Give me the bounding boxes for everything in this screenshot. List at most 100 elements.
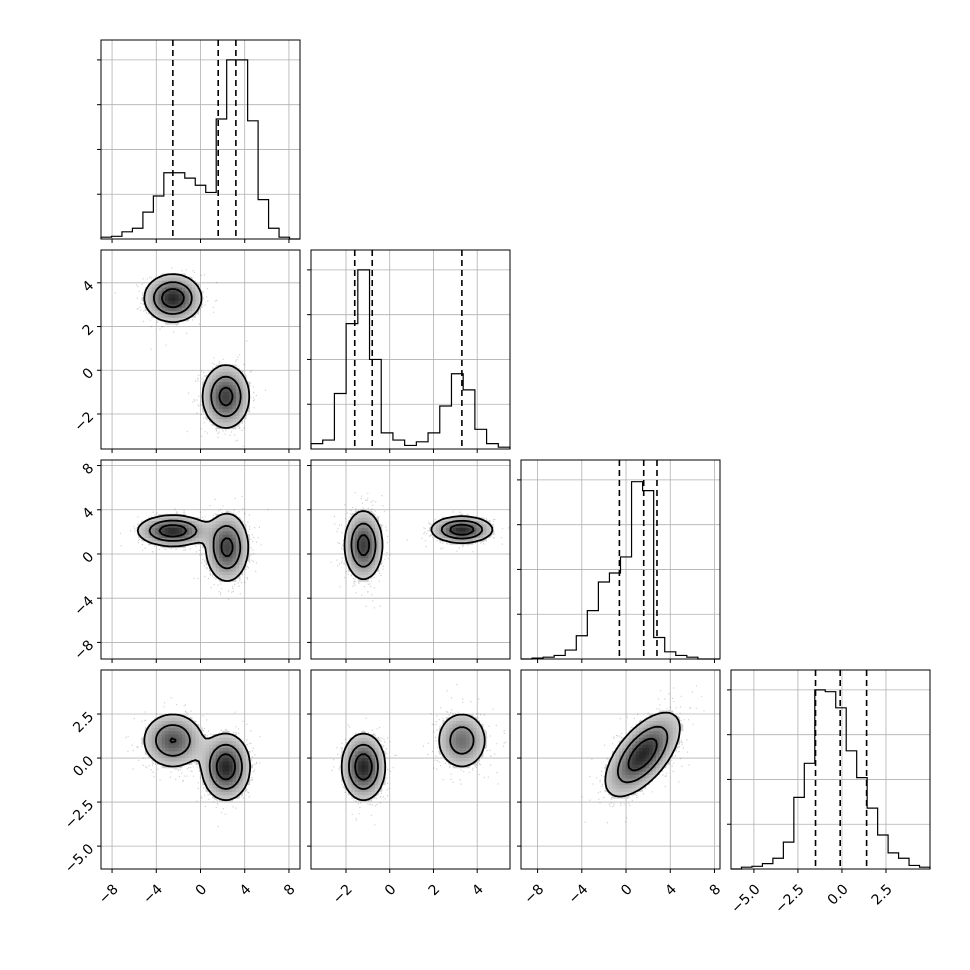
density-cell — [239, 547, 244, 552]
density-cell — [466, 534, 470, 538]
density-cell — [222, 398, 227, 403]
density-cell — [358, 540, 362, 545]
density-cell — [452, 730, 457, 735]
density-cell — [229, 737, 233, 742]
density-cell — [225, 415, 230, 420]
density-cell — [466, 720, 470, 725]
density-cell — [144, 744, 149, 748]
density-cell — [192, 283, 196, 288]
density-cell — [462, 524, 467, 528]
density-cell — [341, 757, 346, 762]
density-cell — [154, 537, 159, 542]
density-cell — [215, 781, 220, 786]
density-cell — [364, 544, 369, 549]
density-cell — [625, 791, 630, 796]
density-cell — [378, 764, 383, 769]
density-cell — [361, 574, 366, 579]
density-cell — [151, 754, 156, 759]
density-cell — [222, 368, 227, 372]
density-cell — [235, 740, 240, 745]
density-cell — [659, 713, 664, 718]
density-cell — [148, 737, 152, 742]
density-cell — [202, 744, 206, 748]
density-cell — [148, 750, 152, 755]
density-cell — [195, 530, 200, 535]
density-cell — [215, 737, 220, 742]
density-cell — [371, 764, 376, 769]
density-cell — [185, 534, 190, 538]
density-cell — [242, 534, 247, 538]
density-cell — [151, 750, 156, 755]
density-cell — [445, 747, 450, 752]
density-cell — [185, 300, 190, 305]
density-cell — [459, 734, 464, 738]
density-cell — [215, 374, 220, 379]
density-cell — [181, 740, 186, 745]
density-cell — [185, 744, 190, 748]
density-contour — [136, 512, 250, 582]
density-cell — [368, 544, 373, 549]
density-cell — [476, 527, 481, 532]
density-cell — [378, 754, 383, 759]
density-cell — [202, 737, 206, 742]
density-cell — [222, 771, 227, 775]
density-cell — [232, 551, 237, 555]
density-cell — [222, 761, 227, 765]
density-cell — [205, 781, 210, 786]
density-cell — [165, 737, 169, 742]
density-cell — [229, 384, 233, 389]
density-cell — [452, 537, 457, 542]
density-cell — [662, 754, 667, 759]
density-cell — [235, 524, 240, 528]
density-cell — [449, 524, 454, 528]
density-cell — [249, 764, 254, 769]
density-cell — [472, 737, 477, 742]
density-cell — [232, 418, 237, 423]
density-cell — [459, 717, 464, 721]
density-cell — [215, 794, 220, 799]
density-cell — [181, 734, 186, 738]
density-cell — [161, 720, 166, 725]
density-cell — [219, 527, 223, 532]
density-cell — [192, 287, 196, 291]
density-cell — [188, 720, 193, 725]
density-cell — [462, 734, 467, 738]
density-cell — [239, 374, 244, 379]
density-cell — [219, 788, 223, 792]
density-cell — [219, 561, 223, 565]
density-cell — [625, 771, 630, 775]
density-cell — [222, 781, 227, 786]
density-cell — [219, 520, 223, 525]
density-cell — [212, 557, 217, 562]
density-cell — [469, 754, 474, 759]
density-cell — [364, 540, 369, 545]
density-cell — [168, 314, 173, 318]
density-cell — [225, 517, 230, 522]
density-cell — [154, 727, 159, 732]
density-cell — [378, 547, 383, 552]
density-cell — [229, 747, 233, 752]
density-cell — [212, 408, 217, 413]
density-cell — [361, 537, 366, 542]
density-cell — [219, 401, 223, 406]
density-cell — [222, 411, 227, 416]
density-cell — [666, 747, 670, 752]
density-cell — [462, 534, 467, 538]
density-cell — [364, 734, 369, 738]
density-cell — [439, 737, 443, 742]
density-cell — [662, 734, 667, 738]
density-cell — [452, 754, 457, 759]
density-cell — [168, 713, 173, 718]
density-cell — [242, 777, 247, 782]
density-cell — [452, 534, 457, 538]
density-cell — [622, 757, 626, 762]
density-cell — [192, 300, 196, 305]
density-cell — [354, 517, 359, 522]
density-cell — [178, 293, 183, 298]
density-cell — [358, 777, 362, 782]
density-cell — [229, 571, 233, 576]
density-cell — [622, 754, 626, 759]
density-cell — [381, 767, 386, 772]
density-cell — [148, 307, 152, 312]
density-cell — [161, 280, 166, 285]
